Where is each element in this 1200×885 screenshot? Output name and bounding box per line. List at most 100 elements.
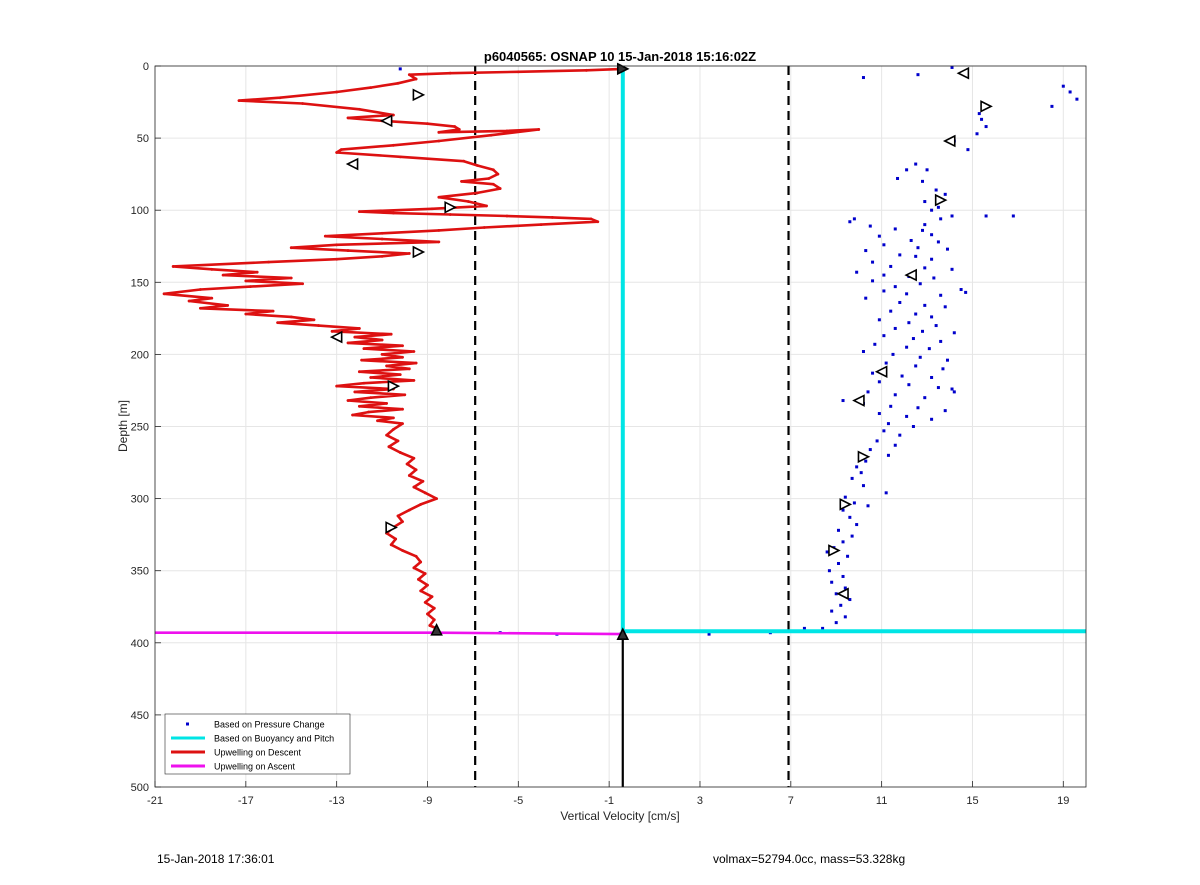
pressure-point [911,425,915,428]
descent-point [221,273,225,277]
pressure-point [966,148,970,152]
pressure-point [848,598,852,602]
descent-point [346,116,350,120]
descent-point [414,468,418,472]
descent-point [398,373,402,376]
descent-point [539,223,543,227]
x-tick-label: 7 [788,795,794,807]
pressure-point [843,586,847,590]
descent-point [357,210,361,214]
direction-marker [942,134,956,148]
descent-point [346,249,350,252]
descent-point [267,260,270,264]
descent-point [412,350,416,353]
pressure-point [841,540,845,544]
pressure-point [861,484,865,488]
descent-point [335,384,339,388]
pressure-point [1068,90,1072,94]
pressure-point [918,282,922,286]
descent-point [244,279,248,283]
direction-marker [385,521,398,534]
pressure-point [905,345,909,349]
pressure-point [866,390,870,394]
descent-point [407,367,411,371]
descent-point [357,107,361,111]
pressure-point [841,399,845,403]
pressure-point [914,312,918,316]
pressure-point [830,609,834,613]
pressure-point [871,279,875,283]
pressure-point [918,355,922,359]
pressure-point [1011,214,1015,218]
descent-point [537,128,541,131]
descent-point [301,102,304,105]
pressure-point [914,364,918,368]
descent-point [414,361,418,365]
pressure-point [893,227,897,231]
pressure-point [864,459,868,463]
pressure-point [905,414,909,418]
pressure-point [916,246,920,250]
descent-point [396,81,400,85]
pressure-point [848,220,852,224]
descent-point [360,358,364,362]
pressure-point [930,257,934,261]
pressure-point [911,337,915,341]
pressure-point [884,491,888,495]
descent-point [335,257,339,261]
descent-point [491,182,495,186]
descent-point [437,228,441,232]
descent-point [394,537,398,541]
x-tick-label: -13 [329,795,345,807]
descent-point [401,549,404,552]
pressure-point [893,326,897,330]
pressure-point [1075,97,1079,101]
pressure-point [802,626,806,630]
descent-point [398,155,402,159]
descent-point [244,312,248,316]
pressure-point [934,324,938,328]
pressure-point [964,290,968,294]
descent-point [380,237,384,241]
pressure-point [950,387,954,391]
pressure-point [898,253,902,257]
axis-ticks: -21 -17 -13 -9 -5 -1 3 7 11 15 1905010015020025030… [131,61,1070,807]
pressure-point [936,386,940,390]
pressure-point [923,200,927,204]
pressure-point [893,443,897,447]
pressure-point [943,305,947,309]
pressure-point [927,347,931,351]
descent-point [392,211,395,215]
descent-point [353,335,357,339]
descent-point [430,595,434,599]
descent-point [596,220,600,224]
pressure-point [882,289,886,293]
y-tick-label: 50 [137,133,149,145]
descent-point [335,151,339,154]
descent-point [362,381,366,385]
descent-point [403,393,407,397]
pressure-point [952,331,956,335]
descent-point [407,73,411,77]
pressure-point [848,515,852,519]
descent-point [421,479,425,483]
x-tick-label: 19 [1057,795,1069,807]
descent-point [491,168,495,172]
y-axis-label: Depth [m] [116,400,130,452]
pressure-point [871,371,875,375]
descent-point [487,177,491,180]
pressure-point [875,439,879,443]
y-tick-label: 350 [131,566,149,578]
descent-point [301,282,304,286]
legend-entry: Upwelling on Descent [214,748,302,758]
y-tick-label: 500 [131,782,149,794]
direction-marker [934,193,948,207]
descent-point [419,502,423,506]
legend-entry: Based on Pressure Change [214,720,325,730]
descent-point [485,204,488,208]
descent-point [437,195,441,199]
pressure-point [873,342,877,346]
descent-point [589,217,593,221]
descent-point [407,474,411,477]
descent-point [278,96,282,100]
